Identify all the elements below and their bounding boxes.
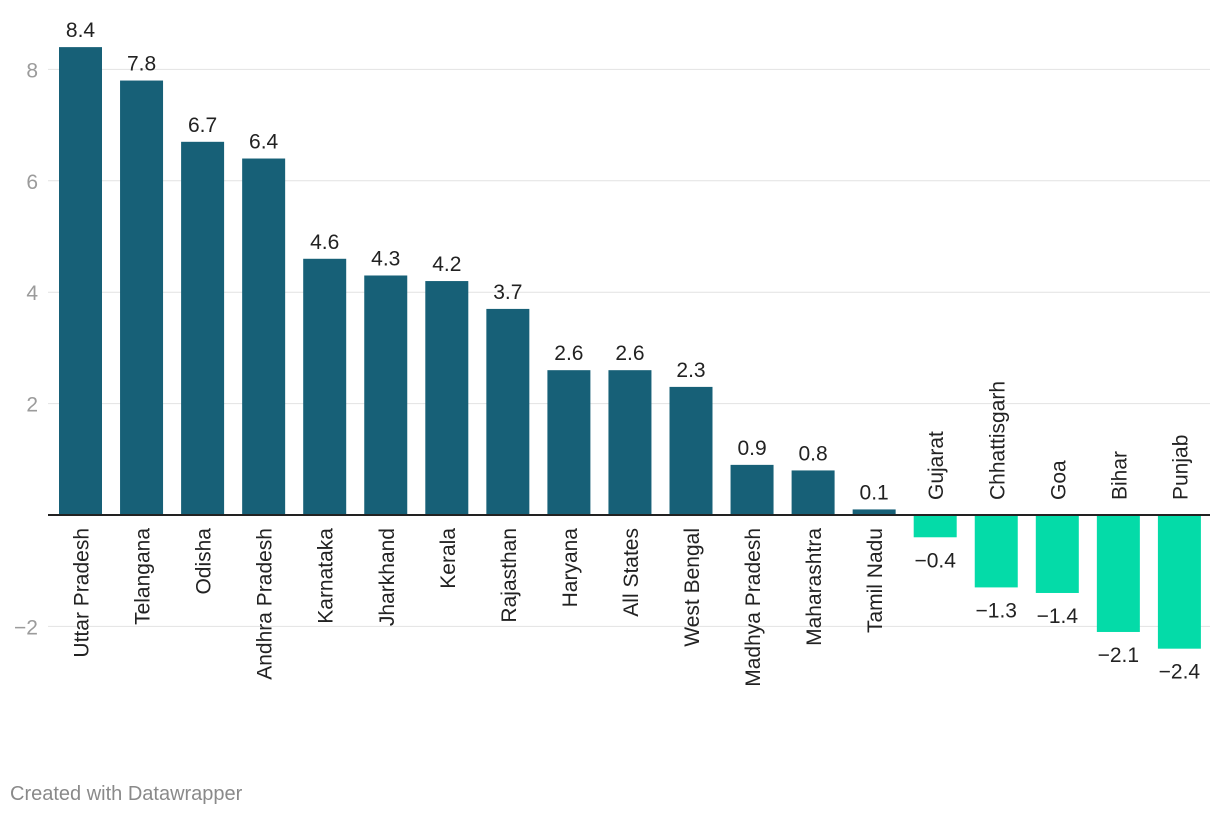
category-label: Karnataka xyxy=(315,528,338,624)
bar xyxy=(364,275,408,515)
bar xyxy=(1157,515,1201,649)
value-label: 6.7 xyxy=(188,114,217,137)
category-label: Rajasthan xyxy=(498,528,521,623)
category-label: Kerala xyxy=(437,528,460,589)
value-label: 4.2 xyxy=(432,253,461,276)
bar xyxy=(1035,515,1079,593)
bar xyxy=(913,515,957,538)
bar xyxy=(486,308,530,515)
value-label: 7.8 xyxy=(127,53,156,76)
y-tick-label: 4 xyxy=(26,282,38,305)
category-label: Odisha xyxy=(193,528,216,595)
value-label: 6.4 xyxy=(249,131,279,154)
bar xyxy=(1096,515,1140,632)
bar xyxy=(852,509,896,515)
value-label: −1.3 xyxy=(976,599,1017,622)
category-labels: Uttar Pradesh Telangana Odisha Andhra Prade… xyxy=(71,381,1193,687)
category-label: Uttar Pradesh xyxy=(71,528,94,658)
y-tick-label: 6 xyxy=(26,171,38,194)
value-label: 0.9 xyxy=(737,437,766,460)
category-label: Telangana xyxy=(132,528,155,625)
category-label: All States xyxy=(620,528,643,617)
bar xyxy=(974,515,1018,588)
bar xyxy=(547,370,591,515)
value-label: 4.3 xyxy=(371,247,400,270)
bar xyxy=(303,258,347,515)
value-label: 4.6 xyxy=(310,231,339,254)
value-label: −2.4 xyxy=(1159,661,1201,684)
category-label: West Bengal xyxy=(681,528,704,647)
bar xyxy=(608,370,652,515)
category-label: Madhya Pradesh xyxy=(742,528,765,687)
value-label: −1.4 xyxy=(1037,605,1079,628)
bar xyxy=(181,141,225,515)
value-label: 2.3 xyxy=(676,359,705,382)
bar xyxy=(425,281,469,515)
category-label: Maharashtra xyxy=(803,528,826,646)
value-label: 0.1 xyxy=(860,481,889,504)
category-label: Haryana xyxy=(559,528,582,608)
bar xyxy=(730,464,774,515)
bar-chart: 8 6 4 2 −2 8.4 7.8 6.7 6.4 4.6 4.3 4.2 3.7 2.6 2.6 2.3… xyxy=(14,19,1210,687)
value-label: 3.7 xyxy=(493,281,522,304)
datawrapper-credit[interactable]: Created with Datawrapper xyxy=(10,783,243,805)
value-label: −0.4 xyxy=(914,549,956,572)
bar xyxy=(242,158,286,515)
y-tick-label: 8 xyxy=(26,59,38,82)
y-tick-label: −2 xyxy=(14,616,38,639)
value-label: 2.6 xyxy=(615,342,644,365)
category-label: Punjab xyxy=(1169,435,1192,500)
value-label: 0.8 xyxy=(798,442,827,465)
category-label: Bihar xyxy=(1108,451,1131,500)
category-label: Jharkhand xyxy=(376,528,399,626)
category-label: Gujarat xyxy=(925,431,948,500)
bar xyxy=(59,47,102,516)
y-tick-label: 2 xyxy=(26,394,38,417)
value-label: 2.6 xyxy=(554,342,583,365)
category-label: Goa xyxy=(1047,460,1070,500)
category-label: Chhattisgarh xyxy=(986,381,1009,500)
category-label: Andhra Pradesh xyxy=(254,528,277,680)
category-label: Tamil Nadu xyxy=(864,528,887,633)
value-label: 8.4 xyxy=(66,19,96,42)
gridlines: 8 6 4 2 −2 xyxy=(14,59,1210,639)
bar xyxy=(669,386,713,515)
bar xyxy=(791,470,835,515)
bar xyxy=(120,80,164,515)
value-labels: 8.4 7.8 6.7 6.4 4.6 4.3 4.2 3.7 2.6 2.6 2.3 0.9 0.8 0… xyxy=(66,19,1201,684)
bars xyxy=(59,47,1201,649)
value-label: −2.1 xyxy=(1098,644,1139,667)
